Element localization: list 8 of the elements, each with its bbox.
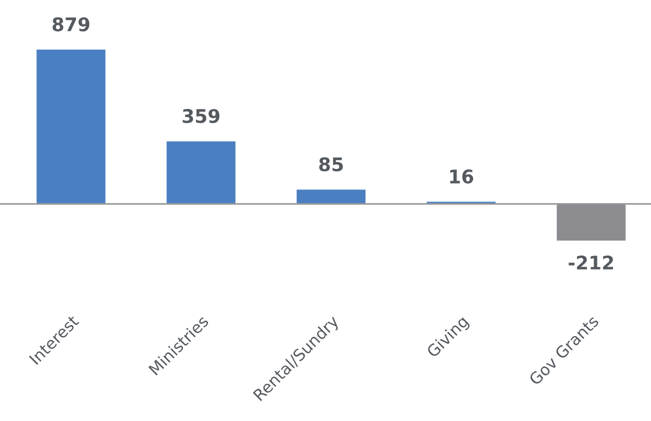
bar xyxy=(165,140,237,205)
bar xyxy=(35,48,107,205)
data-label: 359 xyxy=(182,108,220,124)
data-label: 85 xyxy=(319,157,343,172)
bar xyxy=(295,188,367,205)
data-label: 16 xyxy=(450,169,474,184)
data-label: 879 xyxy=(52,17,90,32)
data-label: -212 xyxy=(568,256,614,270)
